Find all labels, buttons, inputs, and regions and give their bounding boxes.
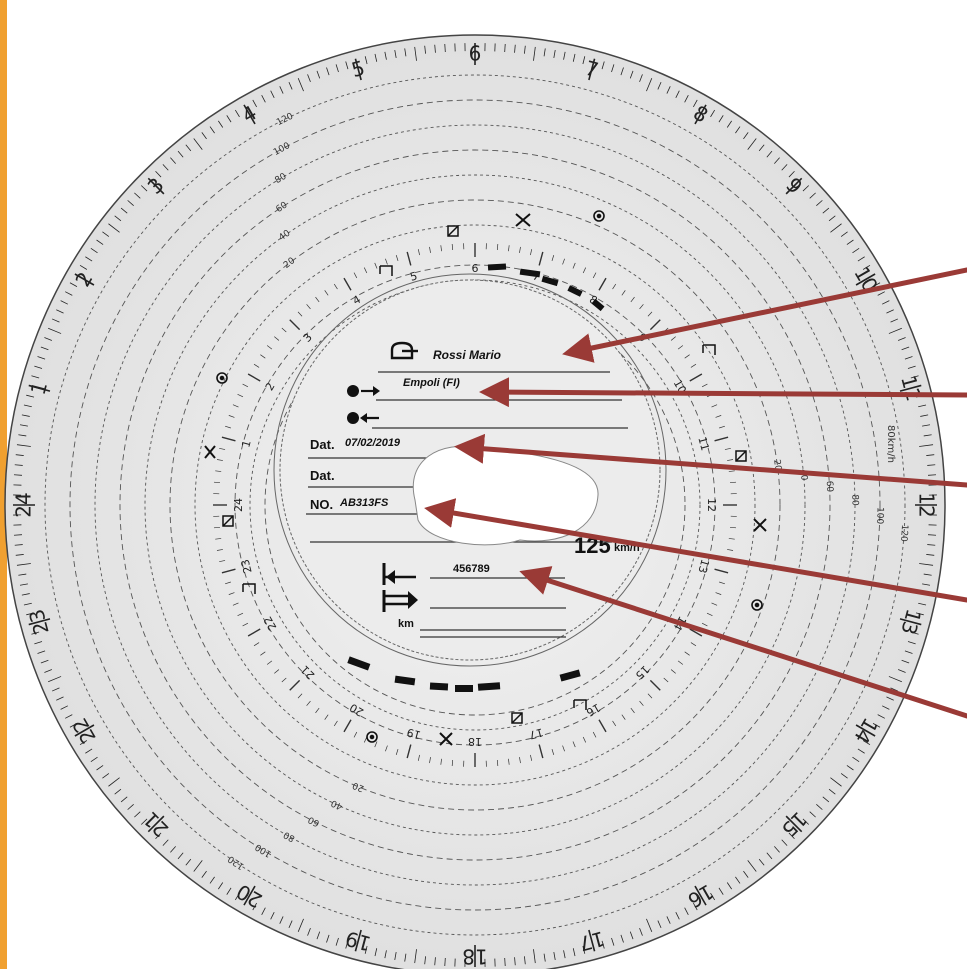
start-place: Empoli (FI)	[403, 377, 460, 389]
activity-marks	[347, 263, 605, 692]
annotation-arrows	[424, 267, 967, 719]
inner-hour-label: 22	[261, 614, 279, 633]
availability-icon	[216, 210, 763, 743]
date-label-1: Dat.	[310, 437, 335, 452]
inner-hour-label: 23	[238, 558, 254, 575]
odometer-end-icon	[382, 590, 418, 612]
hour-label: 18	[462, 945, 487, 969]
plate-value: AB313FS	[339, 497, 389, 509]
hour-label: 6	[469, 42, 482, 66]
work-hammers-icon	[204, 213, 767, 746]
inner-hour-label: 24	[232, 498, 245, 512]
date-label-2: Dat.	[310, 468, 335, 483]
driver-wheel-icon	[390, 341, 418, 360]
speed-label: 60	[824, 480, 835, 492]
speed-label: 80	[282, 829, 297, 843]
speed-rings	[44, 74, 906, 936]
inner-hour-label: 13	[695, 558, 711, 575]
inner-hour-label: 12	[705, 498, 718, 512]
hour-label: 7	[583, 56, 602, 82]
inner-hour-label: 18	[468, 735, 482, 748]
driving-wheel-icon	[242, 265, 716, 710]
inner-hour-label: 17	[528, 725, 545, 741]
speed-label: 20	[351, 779, 366, 793]
left-edge-bar	[0, 0, 7, 969]
driver-name: Rossi Mario	[433, 348, 501, 362]
inner-hour-label: 19	[405, 725, 422, 741]
speed-label: 60	[306, 814, 321, 828]
inner-hour-label: 6	[472, 262, 479, 275]
odometer-start: 456789	[453, 563, 490, 575]
plate-label: NO.	[310, 497, 333, 512]
inner-hour-label: 5	[409, 269, 419, 283]
hour-label: 1	[26, 379, 52, 398]
center-hole	[412, 445, 599, 546]
rest-bed-icon	[222, 225, 747, 724]
end-place-icon	[347, 412, 379, 424]
hour-label: 24	[12, 492, 36, 517]
inner-hour-label: 11	[695, 435, 711, 452]
inner-hour-label: 20	[347, 701, 366, 719]
speed-label: 40	[330, 797, 345, 811]
speed-label: 20	[771, 459, 782, 472]
speed-label: 120	[898, 524, 909, 542]
odometer-start-icon	[382, 563, 416, 585]
inner-hour-label: 16	[584, 701, 603, 719]
km-label: km	[398, 618, 414, 630]
hour-label: 5	[349, 56, 368, 82]
hour-label: 12	[915, 492, 939, 517]
date-value-1: 07/02/2019	[345, 437, 401, 449]
speed-unit-label: 80km/h	[885, 425, 896, 463]
speed-label: 100	[874, 507, 884, 525]
start-place-icon	[347, 385, 380, 397]
time-scale-ticks	[13, 43, 937, 967]
inner-hour-label: 1	[239, 439, 253, 449]
speed-label: 80	[849, 494, 859, 506]
